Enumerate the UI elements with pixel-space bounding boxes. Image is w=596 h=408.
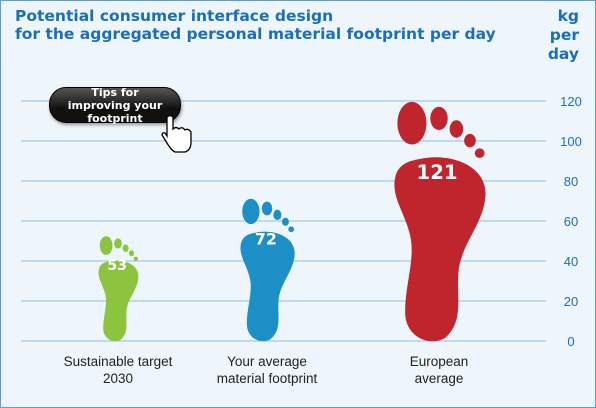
footprint-toe [464,134,476,148]
title-line: for the aggregated personal material foo… [15,25,496,43]
y-tick-label: 20 [564,294,578,309]
y-tick-label: 120 [560,94,582,109]
footprint-toe [114,238,122,248]
footprint-sole [394,157,485,341]
footprint-toe [273,210,281,220]
value-label: 53 [107,258,127,274]
footprint-toe [450,120,464,137]
category-label: Sustainable target 2030 [61,353,176,387]
footprint-toe [475,148,485,158]
chart-title: Potential consumer interface design for … [15,7,496,43]
hand-cursor [159,113,199,153]
value-label: 72 [255,230,277,249]
y-tick-label: 0 [567,334,574,349]
category-label: Your average material footprint [212,353,322,387]
value-label: 121 [417,161,458,184]
footprint-toe [288,226,294,232]
footprint-toe [134,257,138,261]
footprint-toe [282,218,289,226]
y-tick-label: 100 [560,134,582,149]
plot: 0 20 40 60 80 100 120 53 72 121 [1,1,595,407]
footprint-toe [430,107,447,130]
footprint [394,102,485,341]
category-label: European average [399,353,479,387]
footprint-toe [242,199,259,224]
footprint [98,236,138,341]
chart: 0 20 40 60 80 100 120 53 72 121 Potential consume… [0,0,596,408]
button-label[interactable]: Tips for improving your footprint [59,86,171,125]
footprint-toe [100,236,113,255]
footprint-toe [397,102,426,145]
y-axis-label: kg per day [525,7,579,64]
y-tick-label: 60 [564,214,578,229]
footprint [240,199,294,341]
footprint-toe [262,202,272,216]
y-tick-label: 80 [564,174,578,189]
footprint-toe [129,250,134,256]
footprint-toe [123,244,129,252]
y-tick-label: 40 [564,254,578,269]
title-line: Potential consumer interface design [15,7,496,25]
